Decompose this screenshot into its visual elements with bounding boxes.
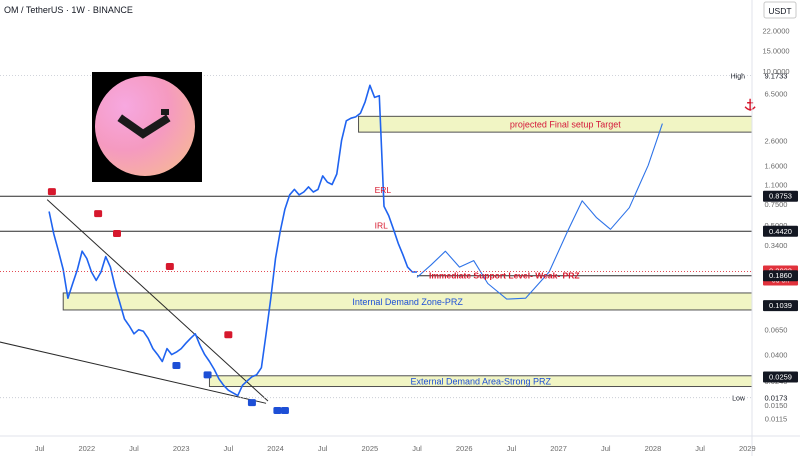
price-series bbox=[48, 84, 663, 397]
price-tag-box bbox=[763, 225, 798, 237]
price-tag-box bbox=[763, 371, 798, 383]
x-tick-label: Jul bbox=[507, 444, 517, 453]
x-tick-label: Jul bbox=[224, 444, 234, 453]
y-tick-label: 2.6000 bbox=[765, 136, 788, 145]
pivot-high-marker bbox=[94, 210, 103, 218]
price-tag-box bbox=[763, 190, 798, 202]
pivot-high-marker bbox=[47, 188, 56, 196]
y-tick-label: 0.0150 bbox=[765, 401, 788, 410]
price-tag-caption: High bbox=[731, 74, 746, 81]
pivot-low-marker bbox=[172, 362, 181, 370]
x-tick-label: 2029 bbox=[739, 444, 756, 453]
logo-circle bbox=[95, 76, 195, 176]
horizontal-levels bbox=[0, 195, 752, 277]
projected-path bbox=[416, 123, 663, 300]
x-tick-label: 2027 bbox=[550, 444, 567, 453]
trendline bbox=[46, 199, 269, 402]
price-tag-value: 0.0259 bbox=[769, 372, 792, 381]
y-tick-label: 0.0650 bbox=[765, 326, 788, 335]
pivot-low-marker bbox=[247, 399, 256, 407]
price-tag-value: 0.1860 bbox=[769, 271, 792, 280]
zone-label: External Demand Area-Strong PRZ bbox=[410, 377, 551, 387]
symbol-title: OM / TetherUS · 1W · BINANCE bbox=[4, 5, 133, 15]
y-tick-label: 0.0400 bbox=[765, 351, 788, 360]
zone-labels: projected Final setup Target Internal Dem… bbox=[352, 120, 621, 387]
currency-label[interactable]: USDT bbox=[768, 6, 791, 16]
weak-support-label: Immediate Support Level- Weak- PRZ bbox=[429, 271, 580, 281]
y-tick-label: 22.0000 bbox=[762, 27, 789, 36]
zone-label: Internal Demand Zone-PRZ bbox=[352, 297, 463, 307]
project-logo bbox=[92, 72, 202, 182]
price-tag-box bbox=[763, 270, 798, 282]
liquidity-level-label: ERL bbox=[375, 185, 392, 195]
y-tick-label: 0.0115 bbox=[765, 415, 787, 424]
x-tick-label: 2025 bbox=[362, 444, 379, 453]
y-tick-label: 1.1000 bbox=[765, 180, 788, 189]
pivot-high-marker bbox=[224, 331, 233, 339]
price-tag-box bbox=[763, 300, 798, 312]
liquidity-level-label: IRL bbox=[375, 220, 389, 230]
y-tick-label: 0.5000 bbox=[765, 221, 788, 230]
x-tick-label: 2026 bbox=[456, 444, 473, 453]
price-line bbox=[48, 84, 417, 397]
x-tick-label: Jul bbox=[35, 444, 45, 453]
pivot-high-marker bbox=[165, 263, 174, 271]
price-tag-value: 0.8753 bbox=[769, 192, 792, 201]
y-tick-label: 10.0000 bbox=[762, 67, 789, 76]
x-tick-label: 2023 bbox=[173, 444, 190, 453]
pivot-low-marker bbox=[203, 371, 212, 379]
pivot-high-marker bbox=[112, 230, 121, 238]
logo-mark-icon bbox=[117, 109, 171, 139]
x-tick-label: Jul bbox=[695, 444, 705, 453]
pivot-low-marker bbox=[273, 406, 282, 414]
price-tag-caption: Low bbox=[732, 396, 746, 403]
pivot-low-marker bbox=[280, 406, 289, 414]
trendline bbox=[0, 341, 267, 404]
x-tick-label: 2022 bbox=[78, 444, 95, 453]
markers bbox=[47, 98, 756, 414]
price-tag-value: 0.1039 bbox=[769, 301, 792, 310]
price-tag-value: 9.1733 bbox=[765, 72, 788, 81]
x-tick-label: Jul bbox=[601, 444, 611, 453]
y-tick-label: 0.7500 bbox=[765, 200, 788, 209]
x-tick-label: Jul bbox=[129, 444, 139, 453]
y-tick-label: 6.5000 bbox=[765, 89, 788, 98]
trendlines bbox=[0, 199, 269, 404]
y-tick-label: 1.6000 bbox=[765, 161, 788, 170]
x-tick-label: Jul bbox=[412, 444, 422, 453]
x-tick-label: 2024 bbox=[267, 444, 284, 453]
y-tick-label: 15.0000 bbox=[762, 46, 789, 55]
price-tag-value: 0.0173 bbox=[765, 394, 788, 403]
price-tag-value: 0.4420 bbox=[769, 227, 792, 236]
zone-label: projected Final setup Target bbox=[510, 120, 621, 130]
currency-button-frame[interactable] bbox=[763, 1, 797, 19]
x-tick-label: 2028 bbox=[645, 444, 662, 453]
x-tick-label: Jul bbox=[318, 444, 328, 453]
y-tick-label: 0.3400 bbox=[765, 241, 788, 250]
